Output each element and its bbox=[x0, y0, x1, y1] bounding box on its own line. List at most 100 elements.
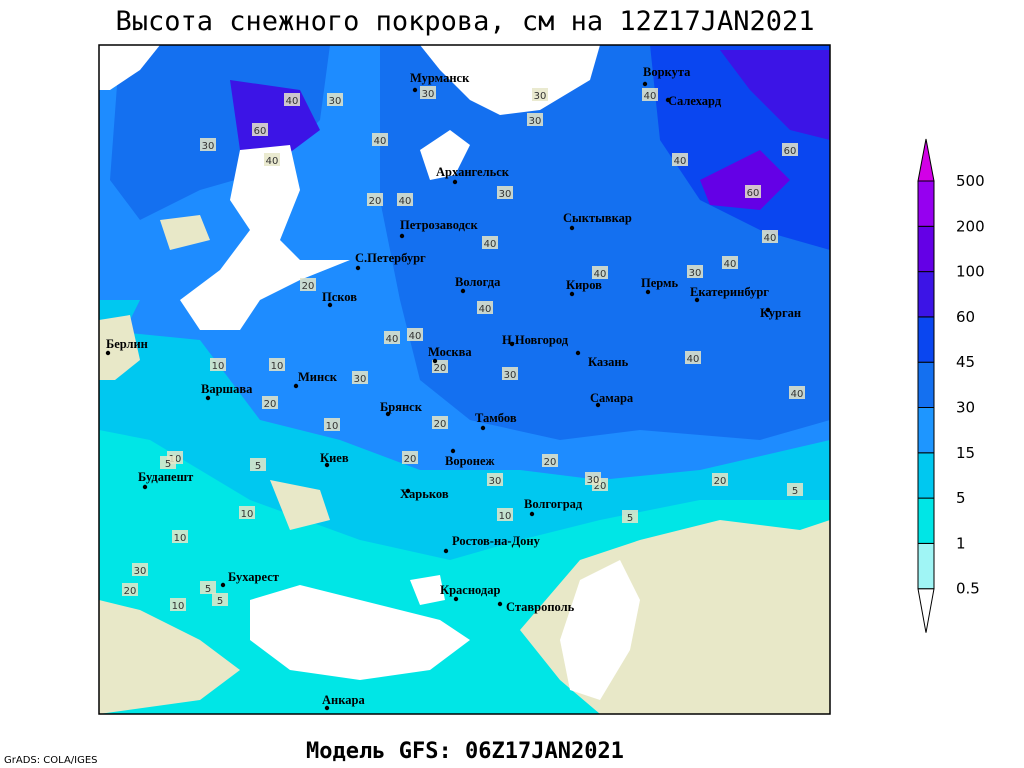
city-dot bbox=[509, 341, 515, 347]
city-dot bbox=[432, 358, 438, 364]
contour-label-box bbox=[170, 598, 186, 611]
contour-label: 30 bbox=[689, 268, 702, 279]
city-dot bbox=[324, 462, 330, 468]
city-label: Волгоград bbox=[524, 497, 583, 511]
city-label: Воркута bbox=[643, 65, 691, 79]
contour-label-box bbox=[502, 367, 518, 380]
contour-label: 10 bbox=[212, 361, 225, 372]
city-label: Киев bbox=[320, 451, 349, 465]
city-label: Киров bbox=[566, 278, 602, 292]
contour-label-box bbox=[300, 278, 316, 291]
colorbar-label: 30 bbox=[956, 399, 975, 417]
city-dot bbox=[450, 448, 456, 454]
city-label: Краснодар bbox=[440, 583, 500, 597]
contour-label-box bbox=[212, 593, 228, 606]
city-dot bbox=[665, 97, 671, 103]
contour-label: 20 bbox=[369, 196, 382, 207]
contour-label-box bbox=[497, 508, 513, 521]
contour-label-box bbox=[532, 88, 548, 101]
contour-label: 20 bbox=[124, 586, 137, 597]
city-label: Харьков bbox=[400, 487, 449, 501]
contour-label: 20 bbox=[434, 419, 447, 430]
contour-label-box bbox=[250, 458, 266, 471]
city-label: Ставрополь bbox=[506, 600, 575, 614]
colorbar-box bbox=[917, 542, 935, 590]
city-dot bbox=[497, 601, 503, 607]
colorbar-label: 100 bbox=[956, 263, 985, 281]
city-dot bbox=[575, 350, 581, 356]
contour-label-box bbox=[477, 301, 493, 314]
contour-label: 30 bbox=[529, 116, 542, 127]
bare-ground bbox=[160, 215, 210, 250]
city-label: Москва bbox=[428, 345, 472, 359]
colorbar-box bbox=[917, 497, 935, 544]
city-label: Казань bbox=[588, 355, 629, 369]
city-dot bbox=[205, 395, 211, 401]
contour-label-box bbox=[687, 265, 703, 278]
contour-label: 60 bbox=[254, 126, 267, 137]
contour-label-box bbox=[372, 133, 388, 146]
city-label: Самара bbox=[590, 391, 634, 405]
contour-label-box bbox=[497, 186, 513, 199]
colorbar-box bbox=[917, 180, 935, 227]
contour-label-box bbox=[384, 331, 400, 344]
contour-label-box bbox=[432, 360, 448, 373]
city-dot bbox=[105, 350, 111, 356]
contour-label: 5 bbox=[255, 461, 261, 472]
bare-ground bbox=[270, 480, 330, 530]
credit: GrADS: COLA/IGES bbox=[4, 755, 98, 766]
contour-label: 20 bbox=[404, 454, 417, 465]
sea bbox=[99, 45, 160, 90]
contour-label-box bbox=[210, 358, 226, 371]
city-dot bbox=[220, 582, 226, 588]
contour-label-box bbox=[324, 418, 340, 431]
contour-label-box bbox=[327, 93, 343, 106]
sea bbox=[410, 575, 445, 605]
contour-label: 20 bbox=[302, 281, 315, 292]
city-dot bbox=[642, 81, 648, 87]
city-label: Екатеринбург bbox=[690, 285, 769, 299]
contour-label-box bbox=[592, 266, 608, 279]
city-dot bbox=[443, 548, 449, 554]
contour-label: 20 bbox=[594, 481, 607, 492]
snow-zone bbox=[720, 50, 830, 140]
colorbar-box bbox=[917, 225, 935, 273]
snow-zone bbox=[700, 150, 790, 210]
contour-label-box bbox=[722, 256, 738, 269]
contour-label-box bbox=[200, 138, 216, 151]
contour-label: 30 bbox=[499, 189, 512, 200]
city-dot bbox=[694, 297, 700, 303]
contour-label: 40 bbox=[594, 269, 607, 280]
contour-label-box bbox=[239, 506, 255, 519]
colorbar-label: 200 bbox=[956, 217, 985, 235]
contour-label-box bbox=[745, 185, 761, 198]
colorbar-label: 5 bbox=[956, 489, 966, 507]
city-label: С.Петербург bbox=[355, 251, 426, 265]
contour-label: 30 bbox=[134, 566, 147, 577]
city-dot bbox=[529, 511, 535, 517]
city-dot bbox=[355, 265, 361, 271]
city-label: Н.Новгород bbox=[502, 333, 569, 347]
city-label: Салехард bbox=[668, 94, 722, 108]
city-label: Анкара bbox=[322, 693, 365, 707]
contour-label: 30 bbox=[202, 141, 215, 152]
map: 30 40 30 60 30 40 40 30 40 40 20 40 30 40 30 60 40 40 30 40… bbox=[99, 45, 830, 714]
contour-label-box bbox=[402, 451, 418, 464]
city-label: Брянск bbox=[380, 400, 423, 414]
contour-label: 30 bbox=[489, 476, 502, 487]
city-dot bbox=[142, 484, 148, 490]
colorbar-label: 0.5 bbox=[956, 580, 980, 598]
contour-label: 30 bbox=[329, 96, 342, 107]
contour-label-box bbox=[122, 583, 138, 596]
contour-label: 40 bbox=[724, 259, 737, 270]
city-dot bbox=[327, 302, 333, 308]
city-dot bbox=[399, 233, 405, 239]
city-label: Пермь bbox=[641, 276, 679, 290]
contour-label-box bbox=[200, 581, 216, 594]
city-dot bbox=[595, 402, 601, 408]
contour-label-box bbox=[352, 371, 368, 384]
contour-label-box bbox=[762, 230, 778, 243]
city-dot bbox=[453, 596, 459, 602]
